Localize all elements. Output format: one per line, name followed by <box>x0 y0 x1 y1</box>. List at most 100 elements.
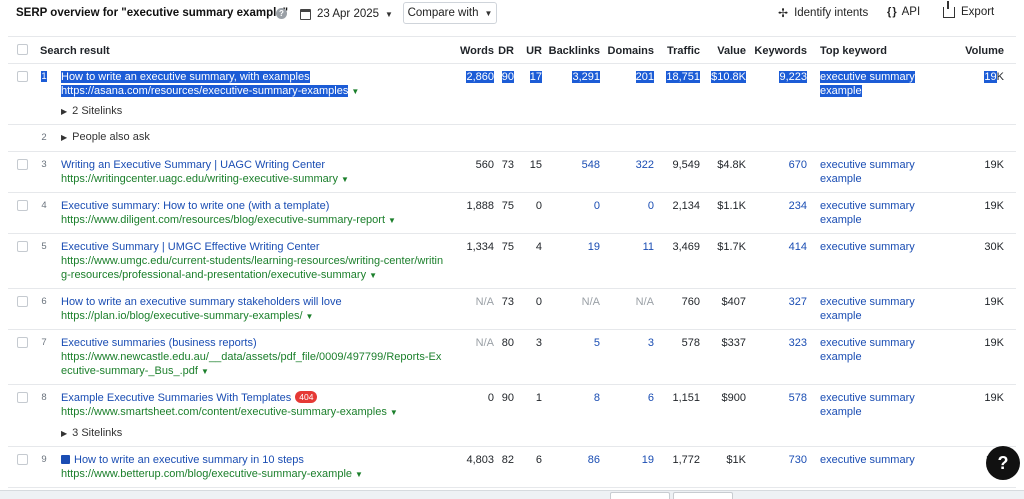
keywords-link[interactable]: 327 <box>788 296 807 308</box>
export-button[interactable]: Export <box>943 0 994 18</box>
col-volume[interactable]: Volume <box>965 45 1004 57</box>
top-keyword-link[interactable]: executive summary example <box>820 158 915 186</box>
top-keyword-link[interactable]: executive summary example <box>820 199 915 227</box>
chevron-down-icon[interactable]: ▼ <box>369 271 378 280</box>
sitelinks-toggle[interactable]: ▶ 3 Sitelinks <box>61 427 122 439</box>
domains-link[interactable]: 11 <box>642 241 654 253</box>
date-picker[interactable]: 23 Apr 2025 ▼ <box>300 6 393 22</box>
result-title-link[interactable]: How to write an executive summary in 10 … <box>74 454 304 466</box>
result-url[interactable]: https://plan.io/blog/executive-summary-e… <box>61 310 303 322</box>
sitelinks-toggle[interactable]: ▶ 2 Sitelinks <box>61 105 122 117</box>
col-traffic[interactable]: Traffic <box>666 45 700 57</box>
backlinks-link[interactable]: 5 <box>593 337 600 349</box>
row-checkbox[interactable] <box>17 392 28 403</box>
top-keyword-link[interactable]: executive summary <box>820 454 915 466</box>
top-keyword-link[interactable]: executive summary example <box>820 391 915 419</box>
row-checkbox[interactable] <box>17 71 28 82</box>
words-value: 1,888 <box>466 200 494 212</box>
col-dr[interactable]: DR <box>498 45 514 57</box>
traffic-value: 760 <box>681 296 700 308</box>
volume-unit: K <box>996 71 1004 83</box>
result-url[interactable]: https://www.umgc.edu/current-students/le… <box>61 255 444 267</box>
keywords-link[interactable]: 414 <box>788 241 807 253</box>
top-keyword-link[interactable]: executive summary example <box>820 336 915 364</box>
help-chat-button[interactable]: ? <box>986 446 1020 480</box>
result-url[interactable]: https://www.diligent.com/resources/blog/… <box>61 214 386 226</box>
result-title-link[interactable]: Writing an Executive Summary | UAGC Writ… <box>61 159 326 171</box>
people-also-ask-toggle[interactable]: ▶ People also ask <box>61 131 150 143</box>
result-title-link[interactable]: Executive summaries (business reports) <box>61 337 257 349</box>
col-words[interactable]: Words <box>459 45 494 57</box>
bottom-tab[interactable] <box>610 492 670 499</box>
row-checkbox[interactable] <box>17 454 28 465</box>
col-value[interactable]: Value <box>717 45 746 57</box>
domains-link[interactable]: 322 <box>635 159 654 171</box>
domains-link[interactable]: 19 <box>641 454 654 466</box>
backlinks-link[interactable]: 0 <box>593 200 600 212</box>
result-url[interactable]: https://writingcenter.uagc.edu/writing-e… <box>61 173 338 185</box>
domains-link[interactable]: 6 <box>647 392 654 404</box>
table-row: 2 ▶ People also ask <box>8 125 1016 152</box>
result-title-link[interactable]: Example Executive Summaries With Templat… <box>61 392 292 404</box>
chevron-down-icon[interactable]: ▼ <box>305 312 314 321</box>
result-url[interactable]: https://asana.com/resources/executive-su… <box>61 85 349 97</box>
domains-link[interactable]: 3 <box>647 337 654 349</box>
chevron-down-icon[interactable]: ▼ <box>389 408 398 417</box>
result-title-link[interactable]: How to write an executive summary, with … <box>61 71 310 83</box>
compare-with-button[interactable]: Compare with ▼ <box>403 2 497 24</box>
domains-link[interactable]: 0 <box>647 200 654 212</box>
row-checkbox[interactable] <box>17 296 28 307</box>
chevron-down-icon[interactable]: ▼ <box>355 470 363 479</box>
chevron-down-icon[interactable]: ▼ <box>340 175 349 184</box>
identify-intents-button[interactable]: ✢ Identify intents <box>778 6 868 20</box>
result-url-cont[interactable]: ecutive-summary-_Bus_.pdf <box>61 365 198 377</box>
backlinks-link[interactable]: 86 <box>587 454 600 466</box>
top-keyword-link[interactable]: executive summary example <box>820 295 915 323</box>
col-keywords[interactable]: Keywords <box>754 45 807 57</box>
domains-link[interactable]: 201 <box>635 71 654 83</box>
col-search-result[interactable]: Search result <box>40 45 110 57</box>
backlinks-link[interactable]: 548 <box>581 159 600 171</box>
bottom-tab[interactable] <box>673 492 733 499</box>
chevron-down-icon[interactable]: ▼ <box>351 87 360 96</box>
help-icon[interactable]: ? <box>276 8 287 19</box>
result-url-cont[interactable]: g-resources/professional-and-presentatio… <box>61 269 367 281</box>
keywords-link[interactable]: 578 <box>788 392 807 404</box>
chevron-down-icon[interactable]: ▼ <box>388 216 396 225</box>
top-keyword-link-cont[interactable]: example <box>820 85 862 97</box>
keywords-link[interactable]: 234 <box>788 200 807 212</box>
col-backlinks[interactable]: Backlinks <box>548 45 600 57</box>
row-checkbox[interactable] <box>17 337 28 348</box>
row-checkbox[interactable] <box>17 200 28 211</box>
keywords-link[interactable]: 323 <box>788 337 807 349</box>
result-title-link[interactable]: How to write an executive summary stakeh… <box>61 296 342 308</box>
row-checkbox[interactable] <box>17 159 28 170</box>
select-all-checkbox[interactable] <box>17 44 28 55</box>
col-domains[interactable]: Domains <box>607 45 654 57</box>
chevron-down-icon[interactable]: ▼ <box>200 367 209 376</box>
ur-value: 1 <box>535 392 542 404</box>
top-keyword-link[interactable]: executive summary <box>820 241 915 253</box>
result-url[interactable]: https://www.betterup.com/blog/executive-… <box>61 468 353 480</box>
backlinks-link[interactable]: 19 <box>587 241 600 253</box>
backlinks-link[interactable]: 8 <box>593 392 600 404</box>
result-url[interactable]: https://www.newcastle.edu.au/__data/asse… <box>61 351 442 363</box>
api-button[interactable]: { } API <box>887 6 920 18</box>
col-top-keyword[interactable]: Top keyword <box>820 45 888 57</box>
col-ur[interactable]: UR <box>526 45 542 57</box>
top-keyword-link[interactable]: executive summary <box>820 71 915 83</box>
dr-value: 82 <box>501 454 514 466</box>
row-checkbox[interactable] <box>17 241 28 252</box>
words-value: 0 <box>487 392 494 404</box>
keywords-link[interactable]: 670 <box>788 159 807 171</box>
result-url[interactable]: https://www.smartsheet.com/content/execu… <box>61 406 387 418</box>
result-title-link[interactable]: Executive summary: How to write one (wit… <box>61 200 330 212</box>
backlinks-link[interactable]: 3,291 <box>572 71 600 83</box>
result-title-link[interactable]: Executive Summary | UMGC Effective Writi… <box>61 241 320 253</box>
keywords-link[interactable]: 9,223 <box>779 71 807 83</box>
words-value: N/A <box>475 337 494 349</box>
traffic-value: 1,151 <box>672 392 700 404</box>
traffic-value: 3,469 <box>672 241 700 253</box>
keywords-link[interactable]: 730 <box>788 454 807 466</box>
table-row: 8 Example Executive Summaries With Templ… <box>8 385 1016 447</box>
